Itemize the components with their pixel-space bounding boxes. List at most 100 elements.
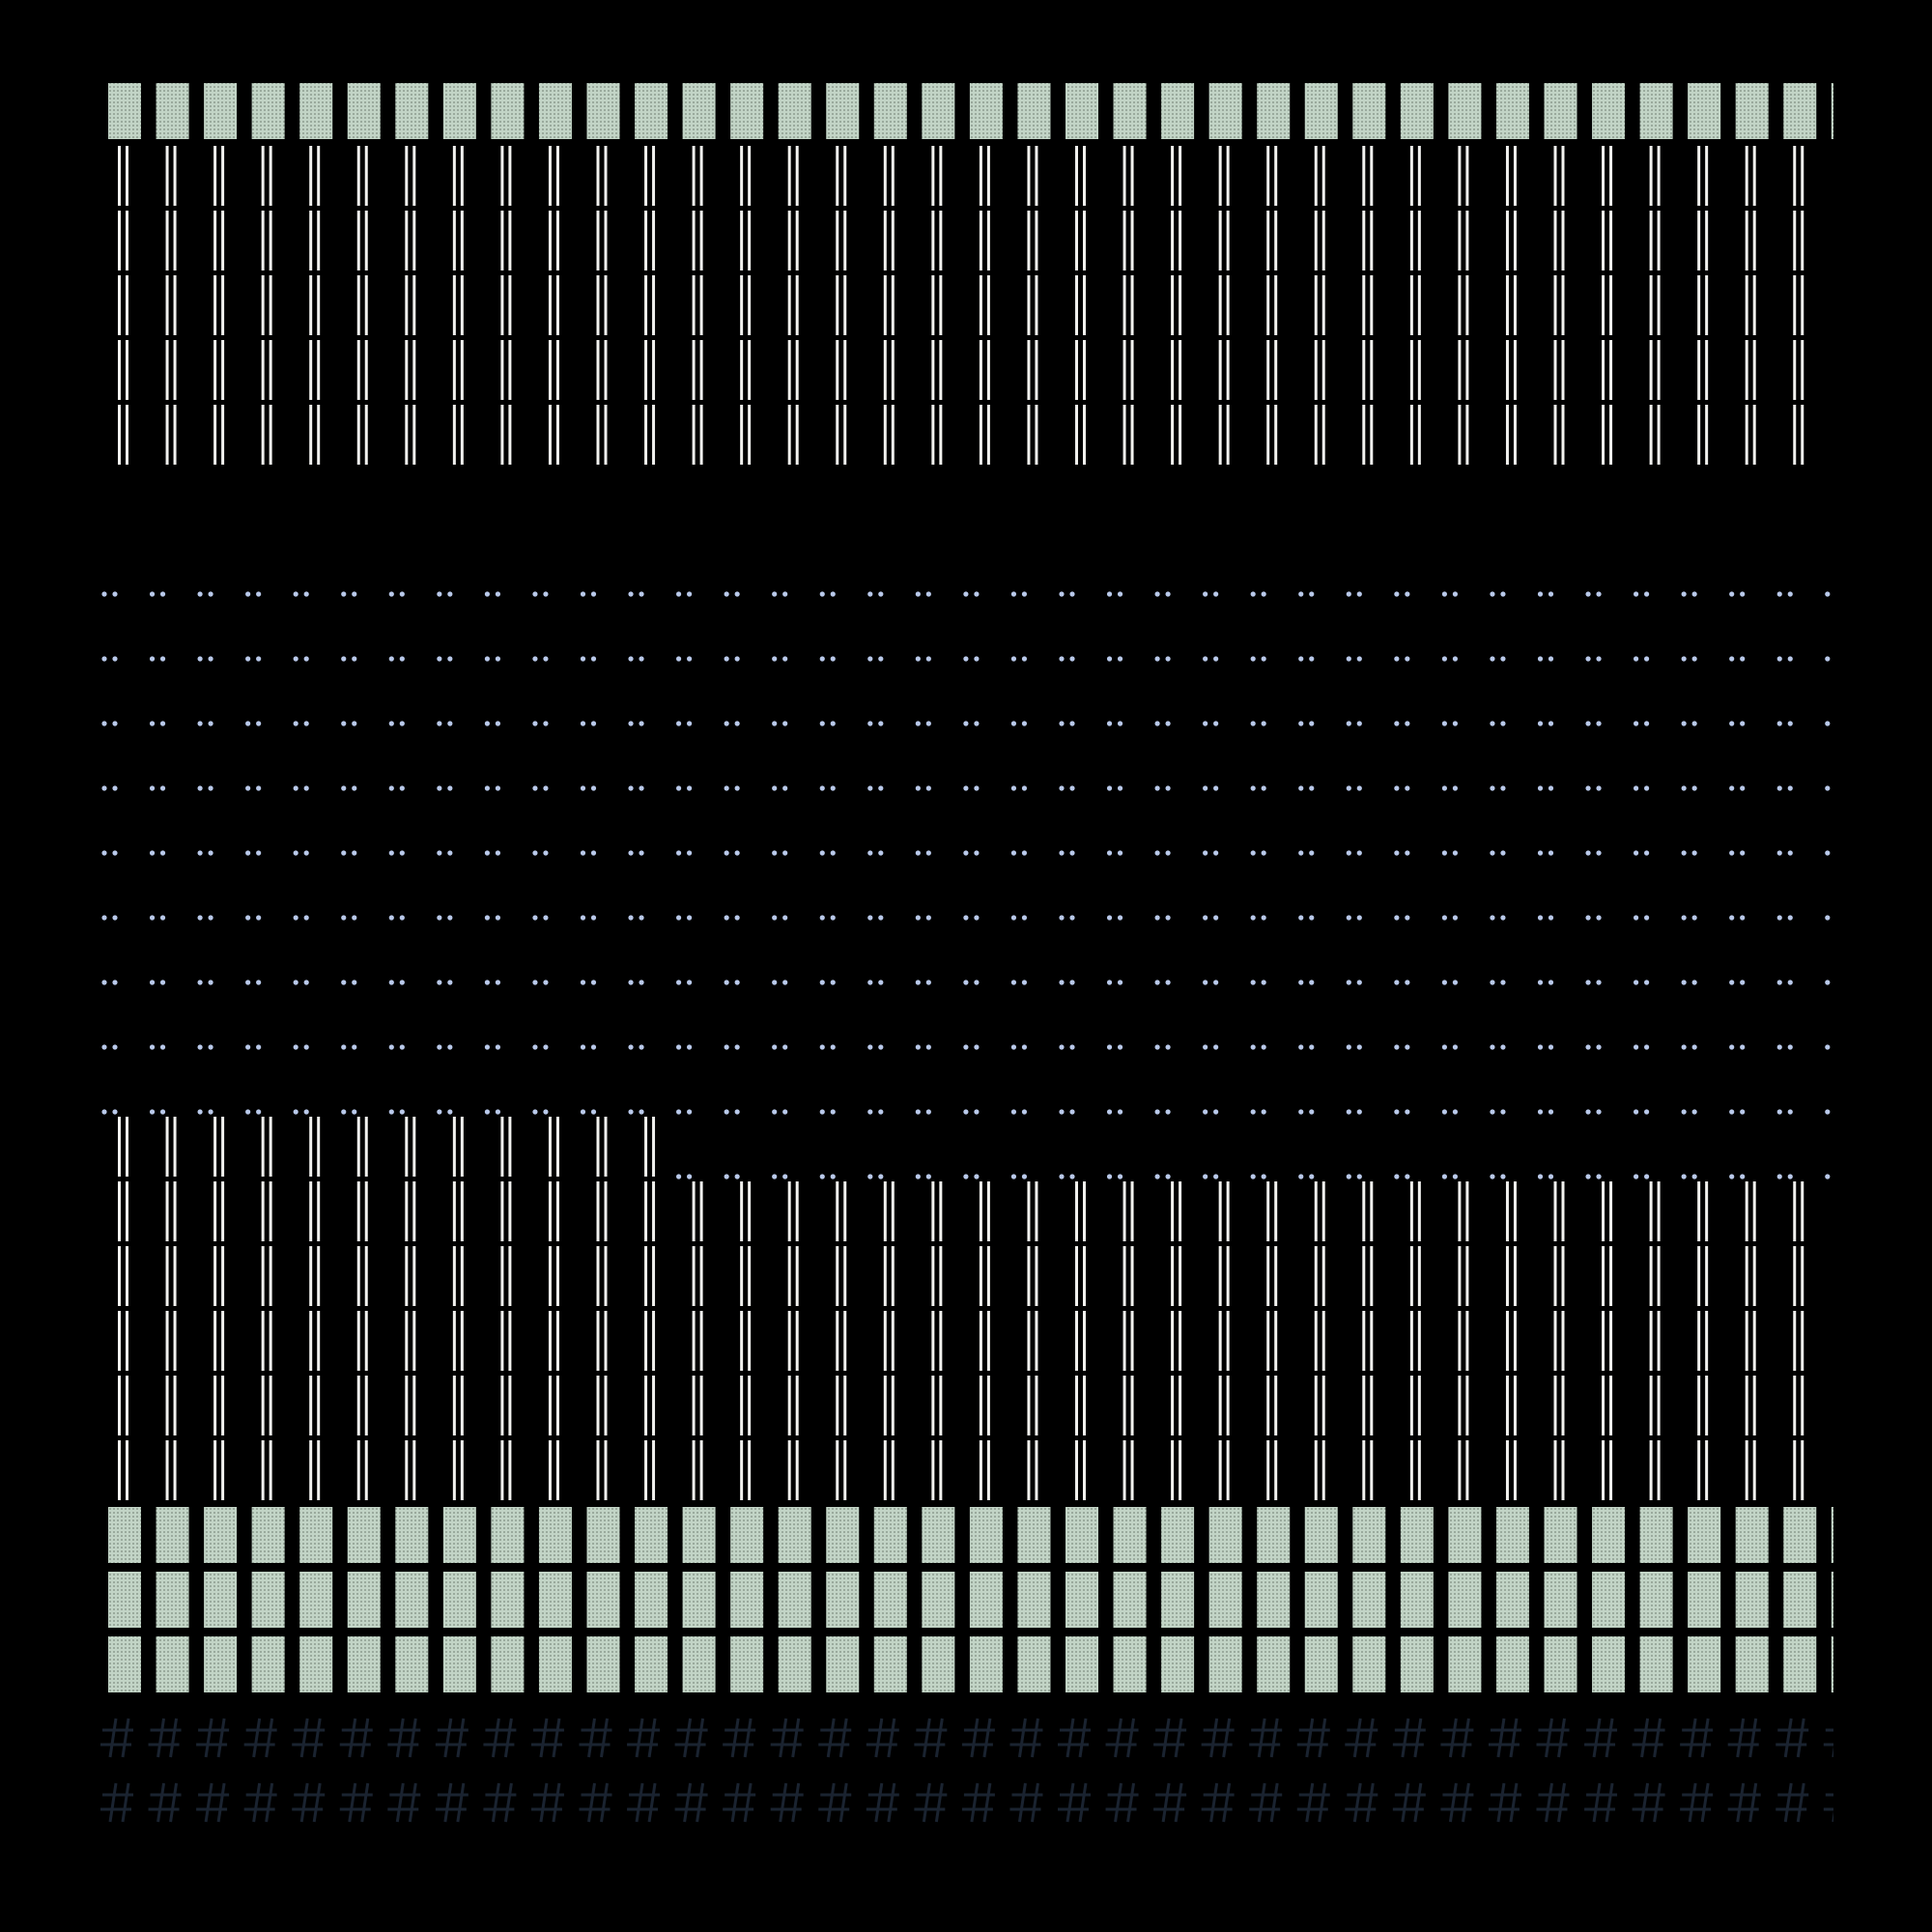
hash-icon [483, 1848, 516, 1887]
dotted-block-icon [1639, 1507, 1673, 1563]
dot-pair-icon [1634, 1174, 1650, 1179]
dot-pair-icon [245, 915, 262, 921]
dotted-block-icon [1783, 83, 1817, 139]
dot-pair-icon [1010, 591, 1028, 597]
dot-pair-icon [819, 1174, 836, 1179]
double-bar-icon [118, 340, 128, 400]
double-bar-icon [356, 211, 368, 270]
double-bar-icon [1075, 340, 1086, 400]
double-bar-icon [1697, 211, 1709, 270]
double-bar-icon [692, 1181, 703, 1241]
dot-pair-icon [149, 1044, 166, 1050]
dot-pair-icon [197, 850, 213, 856]
hash-icon [1153, 1848, 1186, 1887]
dot-pair-icon [1154, 591, 1171, 597]
dot-pair-icon [676, 980, 693, 985]
double-bar-icon [883, 1311, 895, 1371]
double-bar-icon [1649, 340, 1661, 400]
double-bar-icon [405, 405, 416, 465]
double-bar-icon [261, 1117, 272, 1177]
dot-pair-icon [819, 850, 836, 856]
double-bar-icon [883, 1246, 895, 1306]
dot-pair-icon [1490, 785, 1506, 791]
double-bar-icon [1122, 146, 1134, 206]
double-bar-icon [1841, 1181, 1852, 1241]
double-bar-icon [1171, 1246, 1182, 1306]
double-bar-icon [1793, 275, 1804, 335]
double-bar-icon [1841, 340, 1852, 400]
hash-icon [1489, 1848, 1521, 1887]
dotted-block-icon [491, 1507, 525, 1563]
dot-pair-icon [1634, 915, 1650, 921]
dotted-block-icon [204, 1572, 238, 1628]
dot-pair-icon [1346, 656, 1362, 662]
glyph-row [118, 340, 1852, 400]
hash-icon [818, 1782, 852, 1823]
double-bar-icon [644, 211, 656, 270]
double-bar-icon [452, 1311, 464, 1371]
dotted-block-icon [1208, 1507, 1242, 1563]
double-bar-icon [1602, 275, 1613, 335]
dot-pair-icon [1776, 1174, 1793, 1179]
dot-pair-icon [580, 915, 597, 921]
glyph-row [118, 1440, 1804, 1500]
double-bar-icon [931, 1246, 943, 1306]
double-bar-icon [979, 340, 990, 400]
dot-pair-icon [1203, 656, 1219, 662]
double-bar-icon [1218, 211, 1230, 270]
hash-icon [1776, 1782, 1809, 1823]
glyph-row [101, 915, 1831, 921]
hash-icon [1058, 1718, 1091, 1758]
double-bar-icon [548, 1311, 559, 1371]
hash-icon [1536, 1718, 1570, 1758]
double-bar-icon [1218, 1376, 1230, 1435]
dotted-block-icon [156, 1636, 189, 1692]
hash-icon [580, 1848, 612, 1887]
dotted-block-icon [1257, 1636, 1291, 1692]
double-bar-icon [309, 1440, 321, 1500]
hash-icon [961, 1782, 995, 1823]
double-bar-icon [979, 146, 990, 206]
double-bar-icon [1697, 1311, 1709, 1371]
double-bar-icon [118, 211, 128, 270]
dot-pair-icon [1298, 1109, 1315, 1115]
dot-pair-icon [1394, 1174, 1410, 1179]
double-bar-icon [1793, 1376, 1804, 1435]
dotted-block-icon [442, 1572, 476, 1628]
double-bar-icon [1409, 275, 1421, 335]
dot-pair-icon [388, 591, 405, 597]
dotted-block-icon [1113, 1507, 1147, 1563]
dot-pair-icon [580, 656, 597, 662]
dot-pair-icon [437, 721, 453, 726]
double-bar-icon [644, 146, 656, 206]
double-bar-icon [1218, 1311, 1230, 1371]
double-bar-icon [548, 275, 559, 335]
double-bar-icon [1697, 1440, 1709, 1500]
double-bar-icon [1745, 1376, 1756, 1435]
double-bar-icon [931, 1311, 943, 1371]
dot-pair-icon [1394, 656, 1410, 662]
double-bar-icon [1409, 1311, 1421, 1371]
dot-pair-icon [1059, 656, 1075, 662]
dot-pair-icon [772, 850, 788, 856]
dot-pair-icon [341, 850, 357, 856]
dot-pair-icon [1346, 1044, 1362, 1050]
dot-pair-icon [1490, 591, 1506, 597]
double-bar-icon [1027, 211, 1038, 270]
double-bar-icon [1362, 1246, 1374, 1306]
dotted-block-icon [1352, 1636, 1386, 1692]
dotted-block-icon [347, 1572, 381, 1628]
dot-pair-icon [1537, 1174, 1554, 1179]
dot-pair-icon [1346, 850, 1362, 856]
dotted-block-icon [1208, 1572, 1242, 1628]
double-bar-icon [1553, 1440, 1565, 1500]
dotted-block-icon [1208, 1636, 1242, 1692]
dotted-block-icon [538, 83, 572, 139]
dot-pair-icon [676, 721, 693, 726]
double-bar-icon [931, 1181, 943, 1241]
dotted-block-icon [491, 83, 525, 139]
double-bar-icon [452, 405, 464, 465]
double-bar-icon [692, 1440, 703, 1500]
double-bar-icon [405, 1376, 416, 1435]
double-bar-icon [1602, 146, 1613, 206]
